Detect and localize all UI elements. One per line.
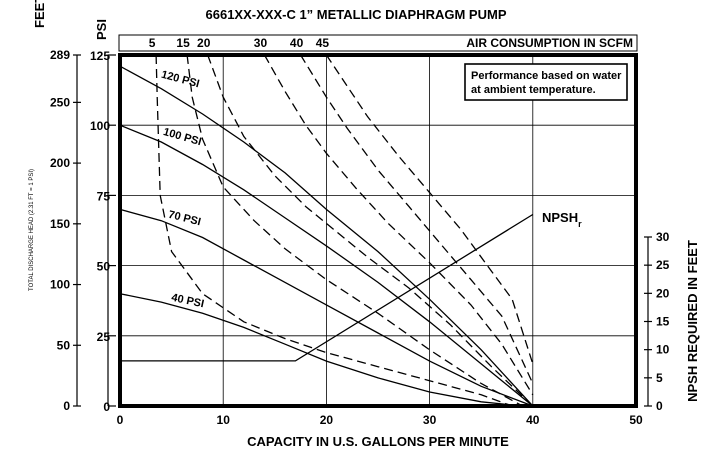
psi-axis-label: PSI xyxy=(94,19,109,40)
x-tick-40: 40 xyxy=(526,413,540,427)
axes: 0 10 20 30 40 5002550751001250501001502002502… xyxy=(50,48,670,427)
air-axis-label: AIR CONSUMPTION IN SCFM xyxy=(466,36,633,50)
x-tick-10: 10 xyxy=(217,413,231,427)
note-line-1: Performance based on water xyxy=(471,70,622,82)
feet-axis-label: FEET xyxy=(32,0,47,28)
npsh-tick-10: 10 xyxy=(656,343,670,357)
psi-tick-50: 50 xyxy=(97,260,111,274)
feet-tick-50: 50 xyxy=(57,338,71,352)
chart-title: 6661XX-XXX-C 1” METALLIC DIAPHRAGM PUMP xyxy=(206,7,507,22)
air-tick-5: 5 xyxy=(149,36,156,50)
npsh-tick-30: 30 xyxy=(656,230,670,244)
psi-tick-75: 75 xyxy=(97,189,111,203)
air-axis-box xyxy=(118,34,638,52)
x-tick-30: 30 xyxy=(423,413,437,427)
air-consumption-curves xyxy=(155,54,534,407)
air-curve-30 xyxy=(263,54,534,396)
air-tick-30: 30 xyxy=(254,36,268,50)
psi-tick-25: 25 xyxy=(97,330,111,344)
feet-tick-250: 250 xyxy=(50,95,70,109)
feet-tick-100: 100 xyxy=(50,278,70,292)
feet-tick-200: 200 xyxy=(50,156,70,170)
npsh-curve-group: NPSHr xyxy=(120,210,582,362)
pressure-curve-70-psi xyxy=(119,208,534,407)
grid-lines xyxy=(120,55,636,406)
npsh-tick-5: 5 xyxy=(656,371,663,385)
npsh-curve xyxy=(120,213,534,362)
npsh-axis-label: NPSH REQUIRED IN FEET xyxy=(685,240,700,402)
x-tick-20: 20 xyxy=(320,413,334,427)
pressure-label-120-psi: 120 PSI xyxy=(160,69,201,91)
x-tick-0: 0 xyxy=(117,413,124,427)
pressure-curve-100-psi xyxy=(119,124,534,407)
npsh-label: NPSHr xyxy=(542,210,582,229)
note-frame xyxy=(464,63,628,101)
npsh-label-subscript: r xyxy=(578,219,582,229)
air-tick-40: 40 xyxy=(290,36,304,50)
psi-tick-100: 100 xyxy=(90,119,110,133)
x-axis-label: CAPACITY IN U.S. GALLONS PER MINUTE xyxy=(247,434,509,449)
x-tick-50: 50 xyxy=(629,413,643,427)
plot-frame xyxy=(118,53,638,408)
note-line-2: at ambient temperature. xyxy=(471,84,596,96)
air-tick-45: 45 xyxy=(316,36,330,50)
left-axis-labels: FEET PSI TOTAL DISCHARGE HEAD (2.31 FT =… xyxy=(29,0,109,291)
psi-tick-125: 125 xyxy=(90,49,110,63)
air-curve-5 xyxy=(155,54,513,407)
air-tick-20: 20 xyxy=(197,36,211,50)
pressure-curve-40-psi xyxy=(119,293,523,407)
npsh-label-main: NPSH xyxy=(542,210,578,225)
air-consumption-axis: AIR CONSUMPTION IN SCFM 5 15 20 30 40 45 xyxy=(118,34,638,52)
npsh-tick-0: 0 xyxy=(656,399,663,413)
feet-tick-0: 0 xyxy=(63,399,70,413)
pressure-curve-120-psi xyxy=(119,65,534,407)
air-curve-20 xyxy=(207,54,534,407)
air-tick-15: 15 xyxy=(176,36,190,50)
air-curve-45 xyxy=(325,54,534,365)
psi-tick-0: 0 xyxy=(103,400,110,414)
air-curve-15 xyxy=(186,54,523,407)
feet-tick-150: 150 xyxy=(50,217,70,231)
feet-tick-289: 289 xyxy=(50,48,70,62)
npsh-tick-25: 25 xyxy=(656,258,670,272)
npsh-tick-20: 20 xyxy=(656,286,670,300)
head-axis-sublabel: TOTAL DISCHARGE HEAD (2.31 FT = 1 PSI) xyxy=(29,169,35,291)
air-curve-40 xyxy=(300,54,534,384)
note-box: Performance based on water at ambient te… xyxy=(464,63,628,101)
pressure-label-40-psi: 40 PSI xyxy=(170,292,205,311)
npsh-tick-15: 15 xyxy=(656,315,670,329)
